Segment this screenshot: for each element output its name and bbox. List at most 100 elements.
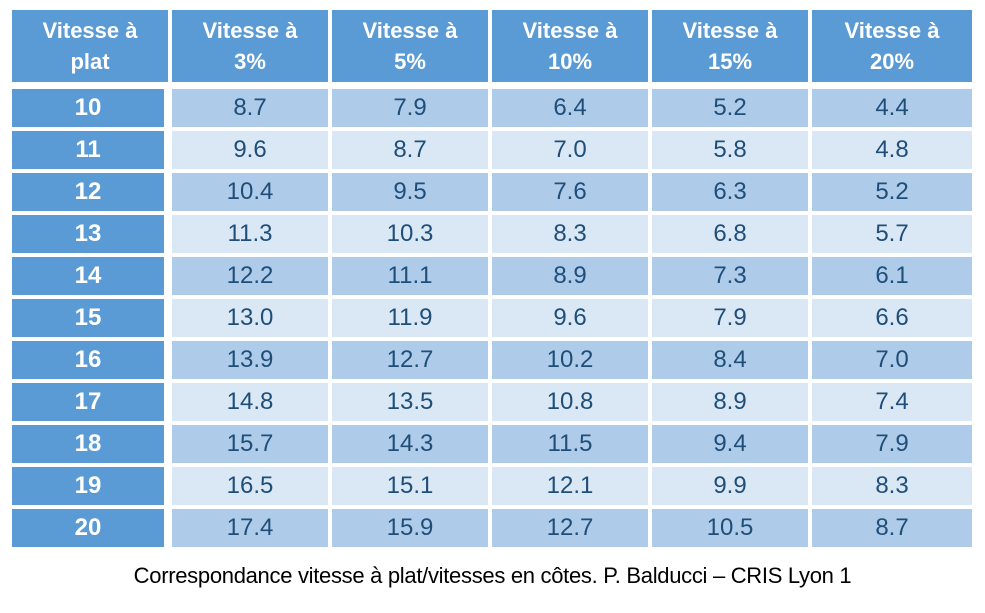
row-header-cell: 17 — [12, 383, 172, 425]
header-line: 20% — [869, 49, 915, 74]
value-cell: 5.8 — [652, 131, 812, 173]
row-header-cell: 15 — [12, 299, 172, 341]
header-cell-10pct: Vitesse à 10% — [492, 10, 652, 89]
value-cell: 6.4 — [492, 89, 652, 131]
value-cell: 8.7 — [172, 89, 332, 131]
value-cell: 7.6 — [492, 173, 652, 215]
value-cell: 9.5 — [332, 173, 492, 215]
table-row: 20 17.4 15.9 12.7 10.5 8.7 — [12, 509, 972, 551]
header-row: Vitesse à plat Vitesse à 3% Vitesse à 5%… — [12, 10, 972, 89]
value-cell: 6.8 — [652, 215, 812, 257]
header-line: Vitesse à — [522, 17, 618, 43]
value-cell: 10.8 — [492, 383, 652, 425]
value-cell: 11.5 — [492, 425, 652, 467]
value-cell: 4.8 — [812, 131, 972, 173]
value-cell: 7.9 — [332, 89, 492, 131]
value-cell: 8.7 — [812, 509, 972, 551]
value-cell: 8.7 — [332, 131, 492, 173]
value-cell: 7.9 — [812, 425, 972, 467]
value-cell: 11.9 — [332, 299, 492, 341]
table-row: 19 16.5 15.1 12.1 9.9 8.3 — [12, 467, 972, 509]
row-header-cell: 13 — [12, 215, 172, 257]
table-row: 12 10.4 9.5 7.6 6.3 5.2 — [12, 173, 972, 215]
value-cell: 8.3 — [492, 215, 652, 257]
row-header-cell: 20 — [12, 509, 172, 551]
value-cell: 17.4 — [172, 509, 332, 551]
table-row: 17 14.8 13.5 10.8 8.9 7.4 — [12, 383, 972, 425]
value-cell: 12.1 — [492, 467, 652, 509]
speed-table-wrap: Vitesse à plat Vitesse à 3% Vitesse à 5%… — [12, 10, 972, 551]
value-cell: 14.8 — [172, 383, 332, 425]
value-cell: 11.1 — [332, 257, 492, 299]
row-header-cell: 10 — [12, 89, 172, 131]
row-header-cell: 18 — [12, 425, 172, 467]
value-cell: 6.1 — [812, 257, 972, 299]
header-line: 5% — [394, 49, 426, 74]
value-cell: 4.4 — [812, 89, 972, 131]
table-row: 10 8.7 7.9 6.4 5.2 4.4 — [12, 89, 972, 131]
row-header-cell: 19 — [12, 467, 172, 509]
value-cell: 8.3 — [812, 467, 972, 509]
row-header-cell: 16 — [12, 341, 172, 383]
row-header-cell: 12 — [12, 173, 172, 215]
header-line: 15% — [707, 49, 753, 74]
value-cell: 13.5 — [332, 383, 492, 425]
value-cell: 13.9 — [172, 341, 332, 383]
value-cell: 8.9 — [492, 257, 652, 299]
table-row: 18 15.7 14.3 11.5 9.4 7.9 — [12, 425, 972, 467]
value-cell: 14.3 — [332, 425, 492, 467]
value-cell: 8.9 — [652, 383, 812, 425]
value-cell: 9.6 — [172, 131, 332, 173]
value-cell: 10.2 — [492, 341, 652, 383]
value-cell: 5.2 — [812, 173, 972, 215]
table-body: 10 8.7 7.9 6.4 5.2 4.4 11 9.6 8.7 7.0 5.8 4.8 12 10.4… — [12, 89, 972, 551]
value-cell: 15.7 — [172, 425, 332, 467]
row-header-cell: 11 — [12, 131, 172, 173]
value-cell: 11.3 — [172, 215, 332, 257]
value-cell: 16.5 — [172, 467, 332, 509]
value-cell: 5.7 — [812, 215, 972, 257]
value-cell: 8.4 — [652, 341, 812, 383]
value-cell: 7.9 — [652, 299, 812, 341]
value-cell: 5.2 — [652, 89, 812, 131]
table-row: 15 13.0 11.9 9.6 7.9 6.6 — [12, 299, 972, 341]
header-cell-3pct: Vitesse à 3% — [172, 10, 332, 89]
header-line: Vitesse à — [202, 17, 298, 43]
header-cell-15pct: Vitesse à 15% — [652, 10, 812, 89]
header-line: Vitesse à — [362, 17, 458, 43]
header-line: plat — [70, 49, 110, 74]
value-cell: 12.2 — [172, 257, 332, 299]
value-cell: 15.1 — [332, 467, 492, 509]
row-header-cell: 14 — [12, 257, 172, 299]
header-cell-5pct: Vitesse à 5% — [332, 10, 492, 89]
table-row: 11 9.6 8.7 7.0 5.8 4.8 — [12, 131, 972, 173]
value-cell: 6.3 — [652, 173, 812, 215]
value-cell: 10.3 — [332, 215, 492, 257]
value-cell: 12.7 — [332, 341, 492, 383]
value-cell: 10.5 — [652, 509, 812, 551]
speed-table: Vitesse à plat Vitesse à 3% Vitesse à 5%… — [12, 10, 972, 551]
value-cell: 12.7 — [492, 509, 652, 551]
header-line: 10% — [547, 49, 593, 74]
value-cell: 9.6 — [492, 299, 652, 341]
value-cell: 6.6 — [812, 299, 972, 341]
table-row: 14 12.2 11.1 8.9 7.3 6.1 — [12, 257, 972, 299]
value-cell: 10.4 — [172, 173, 332, 215]
value-cell: 9.4 — [652, 425, 812, 467]
header-line: Vitesse à — [844, 17, 940, 43]
caption: Correspondance vitesse à plat/vitesses e… — [133, 563, 852, 588]
value-cell: 13.0 — [172, 299, 332, 341]
header-cell-plat: Vitesse à plat — [12, 10, 172, 89]
value-cell: 9.9 — [652, 467, 812, 509]
value-cell: 15.9 — [332, 509, 492, 551]
value-cell: 7.4 — [812, 383, 972, 425]
header-line: 3% — [234, 49, 266, 74]
value-cell: 7.0 — [492, 131, 652, 173]
value-cell: 7.3 — [652, 257, 812, 299]
table-row: 16 13.9 12.7 10.2 8.4 7.0 — [12, 341, 972, 383]
header-line: Vitesse à — [42, 17, 138, 43]
header-line: Vitesse à — [682, 17, 778, 43]
table-row: 13 11.3 10.3 8.3 6.8 5.7 — [12, 215, 972, 257]
value-cell: 7.0 — [812, 341, 972, 383]
